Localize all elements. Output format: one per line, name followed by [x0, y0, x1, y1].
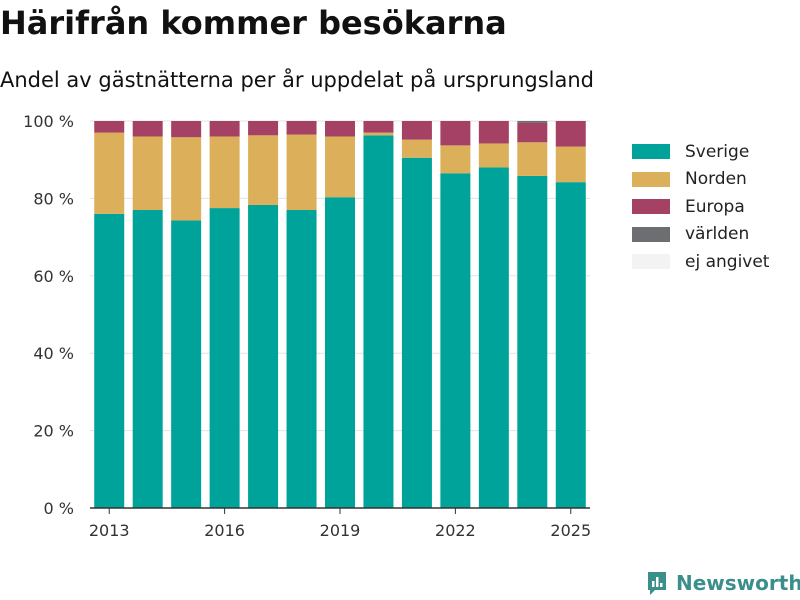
- bar-segment-europa-2022: [440, 121, 471, 146]
- bar-segment-sverige-2020: [363, 135, 394, 508]
- legend-swatch: [632, 199, 670, 215]
- bar-segment-världen-2024: [517, 121, 548, 123]
- bar-segment-europa-2013: [94, 121, 125, 133]
- x-tick-label: 2022: [435, 521, 476, 540]
- bar-segment-sverige-2017: [248, 204, 279, 508]
- bar-segment-europa-2017: [248, 121, 279, 136]
- bar-segment-norden-2014: [132, 136, 163, 211]
- y-tick-label: 40 %: [33, 344, 74, 363]
- legend-swatch: [632, 171, 670, 187]
- brand-name: Newsworthy: [676, 571, 800, 595]
- brand-logo: Newsworthy: [646, 570, 800, 596]
- bar-segment-norden-2015: [171, 137, 202, 221]
- legend-label: världen: [685, 224, 750, 245]
- legend-item: Norden: [632, 166, 769, 194]
- legend-item: ej angivet: [632, 248, 769, 276]
- legend-swatch: [632, 144, 670, 160]
- legend-item: världen: [632, 221, 769, 249]
- x-tick-label: 2019: [320, 521, 361, 540]
- bar-segment-sverige-2016: [209, 208, 240, 508]
- bar-segment-europa-2019: [325, 121, 355, 137]
- bar-segment-sverige-2024: [517, 175, 548, 509]
- bar-segment-norden-2024: [517, 142, 548, 176]
- bar-segment-norden-2022: [440, 145, 471, 174]
- bar-segment-europa-2020: [363, 121, 394, 133]
- bar-segment-norden-2018: [286, 134, 317, 211]
- legend-label: Norden: [685, 169, 747, 190]
- newsworthy-logo-icon: [646, 570, 668, 596]
- bar-segment-norden-2013: [94, 132, 125, 214]
- bar-segment-europa-2025: [555, 121, 586, 147]
- legend-label: Europa: [685, 196, 745, 217]
- bar-segment-norden-2020: [363, 132, 394, 136]
- x-tick-label: 2025: [550, 521, 591, 540]
- chart-subtitle: Andel av gästnätterna per år uppdelat på…: [0, 68, 594, 92]
- bar-segment-sverige-2014: [132, 210, 163, 508]
- y-tick-label: 100 %: [23, 112, 74, 131]
- legend-label: Sverige: [685, 141, 750, 162]
- bar-segment-sverige-2023: [478, 167, 509, 508]
- bar-segment-norden-2021: [401, 139, 432, 158]
- bar-segment-europa-2014: [132, 121, 163, 137]
- y-tick-label: 80 %: [33, 189, 74, 208]
- bar-segment-europa-2024: [517, 122, 548, 143]
- bar-segment-europa-2021: [401, 121, 432, 140]
- bar-segment-sverige-2019: [325, 197, 355, 508]
- bar-segment-norden-2023: [478, 143, 509, 168]
- legend-label: ej angivet: [685, 251, 770, 272]
- x-tick-label: 2013: [89, 521, 130, 540]
- bar-segment-europa-2023: [478, 121, 509, 144]
- x-tick-label: 2016: [204, 521, 245, 540]
- chart-title: Härifrån kommer besökarna: [0, 4, 507, 42]
- y-tick-label: 0 %: [44, 499, 74, 518]
- legend-swatch: [632, 254, 670, 270]
- bar-segment-sverige-2018: [286, 210, 317, 508]
- bar-segment-europa-2015: [171, 121, 202, 138]
- legend-item: Europa: [632, 193, 769, 221]
- bar-segment-norden-2025: [555, 146, 586, 183]
- bar-segment-sverige-2025: [555, 182, 586, 508]
- legend-item: Sverige: [632, 138, 769, 166]
- bar-segment-sverige-2013: [94, 213, 125, 508]
- y-tick-label: 60 %: [33, 267, 74, 286]
- legend-swatch: [632, 226, 670, 242]
- bar-segment-europa-2018: [286, 121, 317, 135]
- y-tick-label: 20 %: [33, 422, 74, 441]
- bar-segment-norden-2019: [325, 136, 355, 198]
- bar-segment-europa-2016: [209, 121, 240, 137]
- bar-segment-norden-2016: [209, 136, 240, 209]
- bar-segment-norden-2017: [248, 135, 279, 205]
- bar-segment-sverige-2021: [401, 157, 432, 508]
- bar-segment-sverige-2022: [440, 173, 471, 508]
- bar-segment-sverige-2015: [171, 220, 202, 509]
- legend: Sverige Norden Europa världen ej angivet: [632, 138, 769, 276]
